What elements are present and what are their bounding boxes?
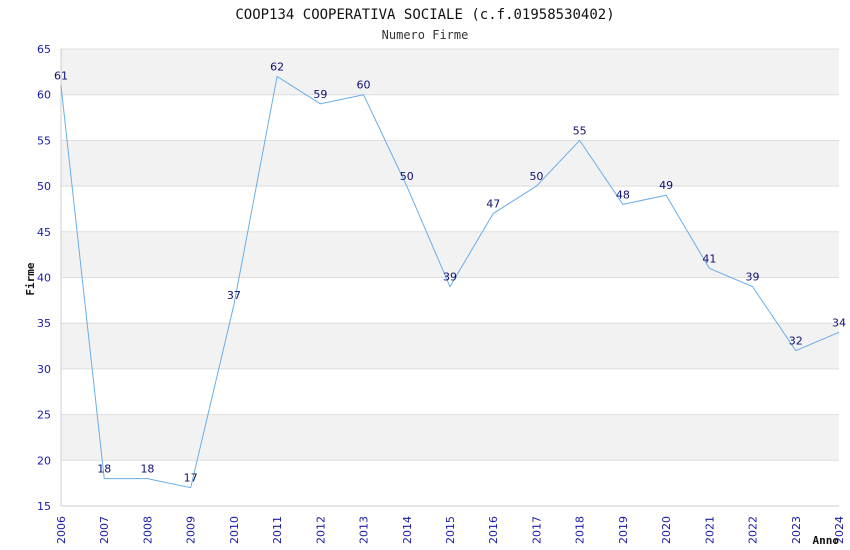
series-line <box>60 75 840 489</box>
y-tick-label: 35 <box>37 317 51 330</box>
data-label: 62 <box>270 60 284 73</box>
grid-band <box>61 140 839 187</box>
data-labels: 61 18 18 17 37 62 59 60 50 39 47 50 55 48 49 41 39 32 34 <box>54 60 846 484</box>
x-tick-label: 2020 <box>660 516 673 544</box>
x-axis-label: Anno <box>813 534 840 547</box>
data-label: 34 <box>832 316 846 329</box>
data-label: 59 <box>313 88 327 101</box>
chart-subtitle: Numero Firme <box>382 28 469 42</box>
x-tick-label: 2008 <box>141 516 154 544</box>
data-label: 48 <box>616 188 630 201</box>
x-tick-label: 2009 <box>185 516 198 544</box>
data-label: 50 <box>400 170 414 183</box>
x-tick-label: 2013 <box>358 516 371 544</box>
grid-bands <box>61 49 839 461</box>
grid-band <box>61 414 839 461</box>
y-tick-label: 30 <box>37 363 51 376</box>
grid-lines <box>61 48 839 507</box>
x-tick-label: 2016 <box>487 516 500 544</box>
x-tick-label: 2011 <box>271 516 284 544</box>
data-label: 39 <box>746 271 760 284</box>
x-tick-label: 2007 <box>98 516 111 544</box>
y-tick-label: 25 <box>37 409 51 422</box>
y-tick-label: 60 <box>37 89 51 102</box>
grid-band <box>61 323 839 369</box>
x-tick-label: 2017 <box>530 516 543 544</box>
data-label: 60 <box>357 79 371 92</box>
chart-title: COOP134 COOPERATIVA SOCIALE (c.f.0195853… <box>235 7 614 23</box>
y-tick-label: 15 <box>37 500 51 513</box>
y-tick-label: 50 <box>37 180 51 193</box>
y-tick-label: 65 <box>37 43 51 56</box>
x-tick-label: 2010 <box>228 516 241 544</box>
data-label: 39 <box>443 271 457 284</box>
x-tick-label: 2006 <box>55 516 68 544</box>
data-label: 32 <box>789 335 803 348</box>
x-tick-label: 2024 <box>833 516 846 544</box>
grid-band <box>61 49 839 95</box>
x-tick-label: 2021 <box>703 516 716 544</box>
x-tick-label: 2015 <box>444 516 457 544</box>
x-tick-label: 2022 <box>747 516 760 544</box>
x-tick-labels: 2006 2007 2008 2009 2010 2011 2012 2013 2014 2015… <box>55 516 846 544</box>
axes <box>60 49 839 507</box>
data-label: 55 <box>573 124 587 137</box>
data-label: 41 <box>702 252 716 265</box>
y-tick-label: 55 <box>37 134 51 147</box>
x-tick-label: 2012 <box>314 516 327 544</box>
series-group <box>60 75 840 489</box>
data-label: 17 <box>184 472 198 485</box>
data-label: 47 <box>486 198 500 211</box>
data-label: 37 <box>227 289 241 302</box>
y-tick-label: 45 <box>37 226 51 239</box>
x-tick-label: 2014 <box>401 516 414 544</box>
data-label: 50 <box>529 170 543 183</box>
data-label: 49 <box>659 179 673 192</box>
data-label: 18 <box>140 463 154 476</box>
x-tick-label: 2018 <box>574 516 587 544</box>
x-tick-label: 2019 <box>617 516 630 544</box>
x-tick-label: 2023 <box>790 516 803 544</box>
y-axis-label: Firme <box>24 262 37 295</box>
data-label: 18 <box>97 463 111 476</box>
y-tick-label: 20 <box>37 454 51 467</box>
y-tick-label: 40 <box>37 272 51 285</box>
y-tick-labels: 15 20 25 30 35 40 45 50 55 60 65 <box>37 43 51 513</box>
data-label: 61 <box>54 70 68 83</box>
grid-band <box>61 231 839 278</box>
